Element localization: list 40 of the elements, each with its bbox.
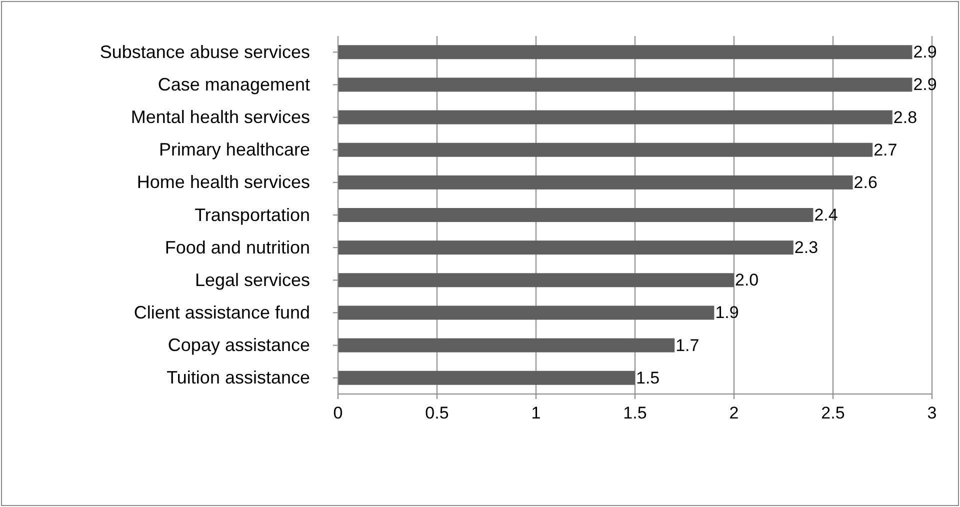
x-tick-label: 0	[333, 403, 343, 422]
bar	[338, 78, 912, 92]
data-label: 2.9	[913, 42, 937, 62]
bar	[338, 208, 814, 222]
x-tick-label: 2	[729, 403, 739, 422]
data-label: 2.9	[913, 75, 937, 94]
y-tick-label: Legal services	[194, 270, 310, 290]
y-tick-label: Mental health services	[130, 107, 310, 128]
data-label: 2.0	[735, 270, 759, 290]
bar	[338, 370, 635, 385]
data-label: 2.6	[854, 172, 878, 192]
bar	[338, 175, 853, 190]
data-label: 1.5	[636, 368, 660, 388]
bar	[338, 338, 675, 352]
y-tick-label: Transportation	[194, 204, 310, 225]
y-tick-label: Client assistance fund	[134, 302, 310, 322]
data-label: 1.7	[676, 336, 700, 355]
bar	[338, 306, 714, 320]
y-tick-label: Food and nutrition	[164, 237, 310, 258]
data-label: 2.7	[874, 140, 898, 160]
x-tick-label: 1	[531, 403, 541, 422]
y-tick-label: Case management	[158, 74, 310, 94]
y-tick-label: Primary healthcare	[158, 140, 310, 160]
data-label: 2.8	[893, 108, 918, 127]
bar	[338, 142, 873, 157]
x-tick-label: 2.5	[821, 403, 845, 422]
x-tick-label: 3	[927, 403, 937, 422]
data-label: 1.9	[715, 303, 739, 322]
y-tick-label: Copay assistance	[168, 335, 310, 356]
bar	[338, 110, 892, 124]
x-tick-label: 0.5	[425, 403, 449, 422]
data-label: 2.4	[814, 205, 838, 224]
y-tick-label: Tuition assistance	[166, 368, 310, 388]
bar	[338, 45, 912, 60]
y-tick-label: Substance abuse services	[100, 42, 310, 62]
bar	[338, 240, 794, 255]
data-label: 2.3	[794, 238, 818, 258]
x-tick-label: 1.5	[623, 403, 647, 422]
y-tick-label: Home health services	[136, 172, 310, 192]
bar	[338, 273, 734, 288]
